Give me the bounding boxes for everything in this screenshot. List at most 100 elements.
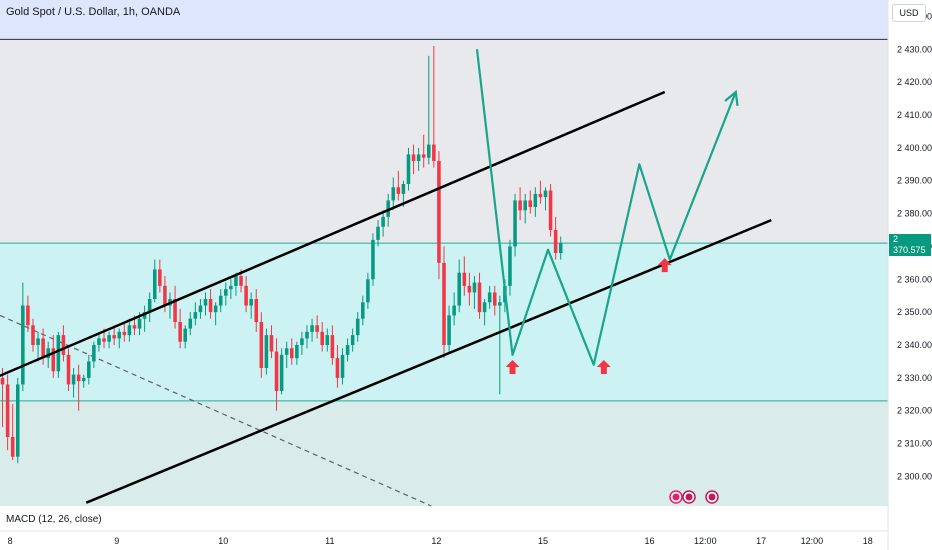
candle-body xyxy=(193,312,198,319)
candle-body xyxy=(259,322,264,368)
candle-body xyxy=(518,200,522,211)
economic-event-icon-dot xyxy=(672,493,680,501)
candle-body xyxy=(5,384,10,437)
candle-body xyxy=(137,318,142,329)
candle-body xyxy=(401,184,406,194)
signal-arrows xyxy=(505,258,672,374)
price-tick-label: 2 360.000 xyxy=(897,274,932,284)
price-tick-label: 2 330.000 xyxy=(897,373,932,383)
current-price-tag: 2 370.575 15:41 xyxy=(889,233,931,266)
candle-body xyxy=(0,377,5,385)
candle-body xyxy=(36,338,40,345)
candle-body xyxy=(274,351,279,391)
candle-body xyxy=(163,285,167,306)
candle-body xyxy=(325,335,330,345)
currency-button[interactable]: USD xyxy=(892,4,926,22)
candle-body xyxy=(279,354,284,391)
time-axis[interactable]: 8 9 10 11 12 15 16 12:00 17 12:00 18 xyxy=(8,536,873,546)
candle-body xyxy=(508,246,512,286)
candle-body xyxy=(147,299,152,313)
candle-body xyxy=(361,302,365,319)
candle-body xyxy=(152,269,157,299)
candle-body xyxy=(523,200,527,211)
candle-body xyxy=(117,331,122,339)
candle-body xyxy=(264,335,269,368)
candle-body xyxy=(411,154,416,161)
candle-body xyxy=(178,322,182,342)
candle-body xyxy=(198,305,203,313)
time-tick-label: 9 xyxy=(114,536,119,546)
candle-body xyxy=(355,318,360,336)
candle-body xyxy=(548,190,553,230)
time-tick-label: 12 xyxy=(431,536,441,546)
price-axis-background xyxy=(889,0,932,550)
channel-line xyxy=(0,90,666,378)
candle-body xyxy=(320,331,324,345)
candle-body xyxy=(437,161,441,263)
candle-body xyxy=(142,312,147,319)
candle-body xyxy=(528,200,533,207)
price-tick-label: 2 300.000 xyxy=(897,471,932,481)
candle-body xyxy=(112,335,116,339)
candle-body xyxy=(345,345,350,355)
candle-body xyxy=(498,302,502,306)
candle-body xyxy=(81,377,86,382)
candle-body xyxy=(107,335,111,342)
price-tick-label: 2 320.000 xyxy=(897,406,932,416)
chart-title: Gold Spot / U.S. Dollar, 1h, OANDA xyxy=(6,6,181,18)
candle-body xyxy=(71,374,76,385)
candle-body xyxy=(432,144,436,161)
dashed-trendline xyxy=(0,314,432,507)
price-tick-label: 2 430.000 xyxy=(897,44,932,54)
candle-body xyxy=(244,285,248,306)
price-zone xyxy=(0,0,888,40)
candle-body xyxy=(188,318,193,329)
time-tick-label: 12:00 xyxy=(801,536,824,546)
candle-body xyxy=(467,285,472,293)
candle-body xyxy=(442,262,446,345)
candle-body xyxy=(406,154,411,184)
candle-body xyxy=(416,154,421,161)
up-arrow-icon xyxy=(505,360,520,374)
candle-body xyxy=(452,305,456,316)
candle-body xyxy=(46,348,50,359)
price-zone xyxy=(0,400,888,506)
time-tick-label: 8 xyxy=(8,536,13,546)
candle-body xyxy=(305,331,309,339)
candle-body xyxy=(66,354,71,385)
economic-event-icon-dot xyxy=(708,493,716,501)
price-axis[interactable]: 2 300.000 2 310.000 2 320.000 2 330.000 2 34… xyxy=(897,11,932,481)
candle-body xyxy=(330,335,335,359)
candle-body xyxy=(396,187,401,194)
dashed-trend-line xyxy=(0,314,432,507)
price-tick-label: 2 380.000 xyxy=(897,209,932,219)
candle-body xyxy=(203,299,208,306)
candle-body xyxy=(492,292,497,306)
candle-body xyxy=(61,335,66,355)
candle-body xyxy=(97,338,101,345)
candle-body xyxy=(513,200,517,247)
candle-body xyxy=(132,325,137,329)
indicator-pane xyxy=(0,506,888,531)
candle-body xyxy=(87,361,91,378)
candle-body xyxy=(553,230,558,253)
price-tick-label: 2 420.000 xyxy=(897,77,932,87)
time-tick-label: 16 xyxy=(645,536,655,546)
candle-body xyxy=(300,338,304,345)
candle-body xyxy=(173,299,177,322)
macd-indicator-label[interactable]: MACD (12, 26, close) xyxy=(6,514,102,525)
time-tick-label: 17 xyxy=(756,536,766,546)
candle-body xyxy=(350,335,355,345)
candle-body xyxy=(254,299,259,322)
candle-body xyxy=(472,282,477,293)
time-tick-label: 15 xyxy=(538,536,548,546)
price-tick-label: 2 400.000 xyxy=(897,143,932,153)
candle-body xyxy=(218,295,223,306)
candle-body xyxy=(158,269,162,286)
candle-body xyxy=(10,437,15,457)
candle-body xyxy=(208,299,213,313)
time-tick-label: 12:00 xyxy=(694,536,717,546)
candle-body xyxy=(366,279,370,303)
projection-arrowhead xyxy=(724,89,739,107)
